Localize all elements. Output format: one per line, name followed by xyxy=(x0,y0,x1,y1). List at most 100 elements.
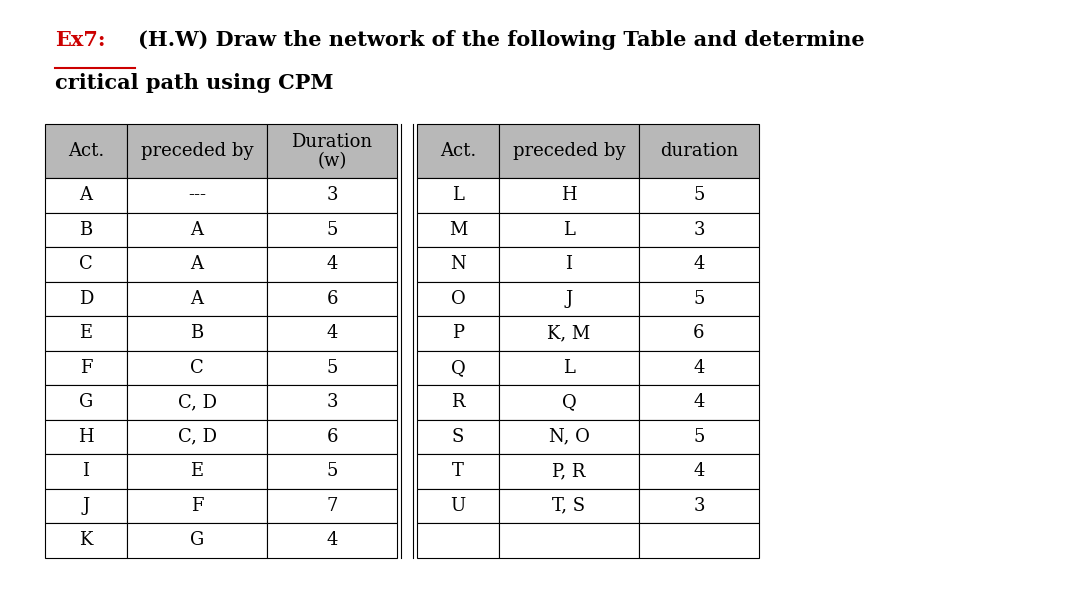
Text: A: A xyxy=(190,255,203,274)
Text: 6: 6 xyxy=(693,324,705,342)
Text: P, R: P, R xyxy=(552,462,585,480)
Bar xyxy=(267,385,397,420)
Bar xyxy=(127,124,267,178)
Text: 3: 3 xyxy=(326,186,338,204)
Bar xyxy=(499,523,639,558)
Text: 4: 4 xyxy=(693,393,704,411)
Bar xyxy=(639,385,759,420)
Bar xyxy=(417,316,499,350)
Bar xyxy=(417,247,499,282)
Bar xyxy=(45,316,127,350)
Text: J: J xyxy=(82,497,90,515)
Text: 5: 5 xyxy=(326,221,338,239)
Bar xyxy=(127,316,267,350)
Bar xyxy=(127,488,267,523)
Bar xyxy=(639,247,759,282)
Bar xyxy=(499,213,639,247)
Text: 4: 4 xyxy=(326,255,338,274)
Bar xyxy=(639,523,759,558)
Bar xyxy=(127,282,267,316)
Text: K: K xyxy=(79,531,93,549)
Text: O: O xyxy=(450,289,465,308)
Bar xyxy=(45,454,127,488)
Bar xyxy=(45,178,127,213)
Bar xyxy=(267,454,397,488)
Bar xyxy=(499,454,639,488)
Bar xyxy=(267,316,397,350)
Bar xyxy=(639,316,759,350)
Text: duration: duration xyxy=(660,142,738,160)
Bar xyxy=(639,282,759,316)
Text: Ex7:: Ex7: xyxy=(55,30,106,50)
Text: I: I xyxy=(566,255,572,274)
Text: 5: 5 xyxy=(693,289,704,308)
Bar xyxy=(45,420,127,454)
Text: 3: 3 xyxy=(326,393,338,411)
Text: S: S xyxy=(451,428,464,446)
Text: (w): (w) xyxy=(318,152,347,170)
Text: T, S: T, S xyxy=(553,497,585,515)
Text: G: G xyxy=(79,393,93,411)
Text: 3: 3 xyxy=(693,221,705,239)
Text: Act.: Act. xyxy=(68,142,104,160)
Text: N: N xyxy=(450,255,465,274)
Text: C, D: C, D xyxy=(177,428,216,446)
Bar xyxy=(45,523,127,558)
Text: Q: Q xyxy=(562,393,577,411)
Text: F: F xyxy=(80,359,92,377)
Bar xyxy=(639,178,759,213)
Text: U: U xyxy=(450,497,465,515)
Bar xyxy=(45,350,127,385)
Bar xyxy=(417,350,499,385)
Bar xyxy=(45,213,127,247)
Text: K, M: K, M xyxy=(548,324,591,342)
Bar xyxy=(639,213,759,247)
Bar xyxy=(417,213,499,247)
Text: preceded by: preceded by xyxy=(140,142,253,160)
Bar xyxy=(639,454,759,488)
Text: T: T xyxy=(453,462,464,480)
Text: C: C xyxy=(79,255,93,274)
Text: 3: 3 xyxy=(693,497,705,515)
Text: critical path using CPM: critical path using CPM xyxy=(55,73,334,93)
Text: 4: 4 xyxy=(693,255,704,274)
Bar xyxy=(267,247,397,282)
Bar xyxy=(499,488,639,523)
Text: C: C xyxy=(190,359,204,377)
Bar xyxy=(267,178,397,213)
Text: 4: 4 xyxy=(326,324,338,342)
Text: D: D xyxy=(79,289,93,308)
Text: H: H xyxy=(562,186,577,204)
Text: Duration: Duration xyxy=(292,133,373,151)
Text: M: M xyxy=(449,221,468,239)
Bar xyxy=(499,124,639,178)
Bar xyxy=(417,523,499,558)
Text: A: A xyxy=(190,289,203,308)
Bar xyxy=(127,523,267,558)
Bar xyxy=(639,488,759,523)
Bar xyxy=(267,282,397,316)
Text: F: F xyxy=(191,497,203,515)
Text: 6: 6 xyxy=(326,289,338,308)
Text: 4: 4 xyxy=(693,359,704,377)
Bar xyxy=(499,385,639,420)
Bar xyxy=(267,523,397,558)
Text: N, O: N, O xyxy=(549,428,590,446)
Bar xyxy=(267,488,397,523)
Bar xyxy=(45,124,127,178)
Text: (H.W) Draw the network of the following Table and determine: (H.W) Draw the network of the following … xyxy=(138,30,865,50)
Text: G: G xyxy=(190,531,204,549)
Text: P: P xyxy=(453,324,464,342)
Bar xyxy=(417,282,499,316)
Bar xyxy=(45,488,127,523)
Bar xyxy=(267,213,397,247)
Text: A: A xyxy=(190,221,203,239)
Bar xyxy=(127,420,267,454)
Text: 5: 5 xyxy=(326,359,338,377)
Text: E: E xyxy=(190,462,203,480)
Bar xyxy=(417,124,499,178)
Bar xyxy=(417,488,499,523)
Text: A: A xyxy=(80,186,93,204)
Bar xyxy=(127,385,267,420)
Text: 4: 4 xyxy=(693,462,704,480)
